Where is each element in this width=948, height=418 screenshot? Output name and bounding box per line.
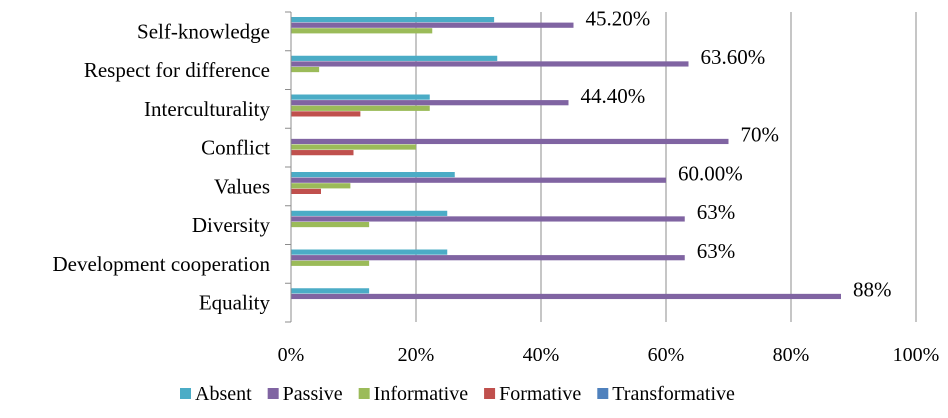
legend-label: Informative xyxy=(374,383,469,405)
bar-passive xyxy=(291,255,685,261)
bar-informative xyxy=(291,260,370,266)
bar-passive xyxy=(291,100,569,106)
category-label: Diversity xyxy=(192,213,271,237)
legend-swatch xyxy=(180,388,191,399)
data-label: 63.60% xyxy=(701,45,766,69)
legend-label: Absent xyxy=(195,383,252,405)
category-label: Values xyxy=(214,174,270,198)
x-tick-label: 100% xyxy=(893,344,940,366)
data-label: 63% xyxy=(697,200,736,224)
labels-layer: 0% 20% 40% 60% 80% 100% Self-knowledge Respect … xyxy=(52,6,939,366)
bar-absent xyxy=(291,17,495,23)
bar-passive xyxy=(291,177,666,183)
x-tick-label: 20% xyxy=(398,344,435,366)
category-label: Conflict xyxy=(201,136,270,160)
bar-absent xyxy=(291,249,448,255)
bar-absent xyxy=(291,94,430,100)
category-label: Self-knowledge xyxy=(137,19,270,43)
category-label: Respect for difference xyxy=(84,58,270,82)
bar-informative xyxy=(291,221,370,228)
bar-passive xyxy=(291,293,841,300)
legend-item: Absent xyxy=(180,383,252,405)
bar-formative xyxy=(291,111,361,117)
bar-passive xyxy=(291,61,689,67)
x-tick-label: 0% xyxy=(278,344,305,366)
category-label: Equality xyxy=(199,291,271,315)
bar-absent xyxy=(291,172,455,178)
data-label: 60.00% xyxy=(678,161,743,185)
legend-label: Passive xyxy=(283,383,343,405)
legend: Absent Passive Informative Formative Transfo… xyxy=(180,383,735,405)
bar-informative xyxy=(291,66,320,73)
legend-item: Informative xyxy=(358,383,469,405)
legend-label: Formative xyxy=(499,383,581,405)
bars-layer xyxy=(291,17,841,300)
bar-passive xyxy=(291,22,574,28)
bar-informative xyxy=(291,105,430,111)
legend-swatch xyxy=(267,388,279,399)
x-tick-label: 60% xyxy=(648,344,685,366)
legend-item: Transformative xyxy=(597,383,735,405)
bar-passive xyxy=(291,138,729,145)
bar-passive xyxy=(291,216,685,222)
legend-swatch xyxy=(358,388,370,399)
legend-item: Formative xyxy=(484,383,581,405)
data-label: 45.20% xyxy=(586,6,651,30)
data-label: 63% xyxy=(697,239,736,263)
legend-swatch xyxy=(484,388,496,399)
data-label: 70% xyxy=(741,123,780,147)
bar-informative xyxy=(291,183,351,189)
x-tick-label: 80% xyxy=(773,344,810,366)
bar-informative xyxy=(291,28,433,34)
data-label: 88% xyxy=(853,278,892,302)
category-label: Development cooperation xyxy=(52,252,270,276)
data-label: 44.40% xyxy=(581,84,646,108)
legend-swatch xyxy=(597,388,609,399)
bar-absent xyxy=(291,55,498,61)
bar-formative xyxy=(291,188,321,194)
bar-absent xyxy=(291,210,448,216)
bar-informative xyxy=(291,144,416,150)
category-label: Interculturality xyxy=(144,97,270,121)
bar-absent xyxy=(291,288,370,294)
bar-formative xyxy=(291,150,354,156)
axis-layer xyxy=(285,11,292,323)
legend-label: Transformative xyxy=(612,383,735,405)
legend-item: Passive xyxy=(267,383,343,405)
x-tick-label: 40% xyxy=(523,344,560,366)
